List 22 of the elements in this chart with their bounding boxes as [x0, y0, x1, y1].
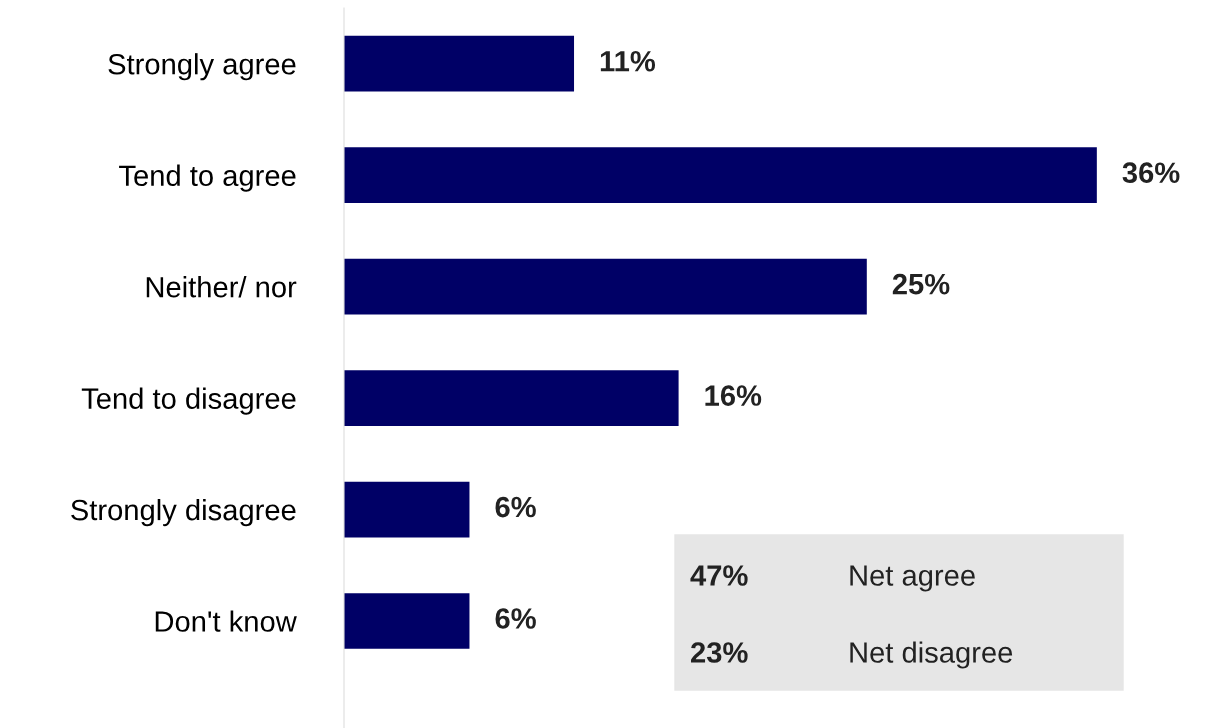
- y-tick-label: Neither/ nor: [146, 276, 297, 298]
- y-tick-label: Strongly disagree: [71, 498, 296, 527]
- bar: [344, 593, 470, 649]
- bar: [344, 370, 679, 426]
- data-label: 6%: [495, 496, 536, 518]
- bar: [344, 258, 867, 315]
- data-label: 25%: [892, 273, 950, 295]
- data-label: 36%: [1122, 162, 1180, 184]
- annotation: Net agree: [850, 565, 975, 592]
- bar: [344, 147, 1097, 204]
- y-tick-label: Strongly agree: [108, 53, 296, 81]
- data-label: 6%: [495, 608, 536, 629]
- data-label: 16%: [705, 385, 762, 406]
- bar: [344, 481, 470, 538]
- data-label: 11%: [600, 50, 656, 72]
- y-tick-label: Tend to disagree: [81, 387, 296, 415]
- annotation: 23%: [691, 642, 748, 663]
- annotation: 47%: [690, 565, 748, 586]
- y-tick-label: Tend to agree: [119, 164, 296, 192]
- annotation: Net disagree: [850, 641, 1013, 669]
- y-tick-label: Don't know: [155, 610, 297, 632]
- bar: [344, 35, 575, 92]
